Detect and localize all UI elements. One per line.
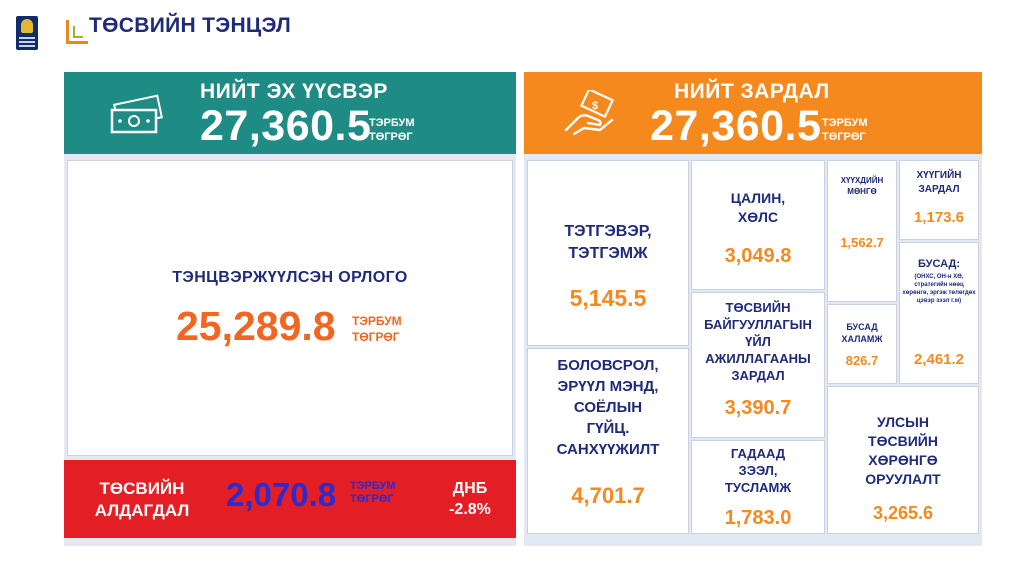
tile-label: ТӨСВИЙН БАЙГУУЛЛАГЫН ҮЙЛ АЖИЛЛАГААНЫ ЗАР… bbox=[692, 299, 824, 384]
tile-education-health: БОЛОВСРОЛ, ЭРҮҮЛ МЭНД, СОЁЛЫН ГҮЙЦ. САНХ… bbox=[527, 348, 689, 534]
tile-label-line: ТӨСВИЙН bbox=[868, 433, 938, 449]
tile-label: ГАДААД ЗЭЭЛ, ТУСЛАМЖ bbox=[692, 445, 824, 496]
tile-label: БОЛОВСРОЛ, ЭРҮҮЛ МЭНД, СОЁЛЫН ГҮЙЦ. САНХ… bbox=[528, 355, 688, 460]
balanced-revenue-value: 25,289.8 bbox=[176, 303, 336, 349]
tile-label-line: ЗАРДАЛ bbox=[731, 368, 785, 383]
tile-interest: ХҮҮГИЙН ЗАРДАЛ 1,173.6 bbox=[899, 160, 979, 240]
tile-label: ХҮҮХДИЙН МӨНГӨ bbox=[828, 175, 896, 197]
total-expense-label: НИЙТ ЗАРДАЛ bbox=[674, 80, 830, 103]
unit-line: ТЭРБУМ bbox=[352, 314, 402, 328]
tile-label-line: ХӨРӨНГӨ bbox=[868, 452, 938, 468]
tile-label: ЦАЛИН, ХӨЛС bbox=[692, 189, 824, 227]
balanced-revenue-unit: ТЭРБУМ ТӨГРӨГ bbox=[352, 313, 402, 345]
tile-label-line: САНХҮҮЖИЛТ bbox=[556, 441, 660, 458]
total-revenue-unit: ТЭРБУМ ТӨГРӨГ bbox=[369, 116, 415, 144]
tile-label-line: ЭРҮҮЛ МЭНД, bbox=[557, 378, 659, 395]
unit-line: ТЭРБУМ bbox=[822, 117, 868, 129]
total-expense-unit: ТЭРБУМ ТӨГРӨГ bbox=[822, 116, 868, 144]
tile-label-line: ГАДААД bbox=[730, 446, 786, 461]
deficit-unit: ТЭРБУМ ТӨГРӨГ bbox=[350, 480, 396, 506]
tile-label-line: ЗАРДАЛ bbox=[918, 184, 960, 195]
tile-operations: ТӨСВИЙН БАЙГУУЛЛАГЫН ҮЙЛ АЖИЛЛАГААНЫ ЗАР… bbox=[691, 292, 825, 438]
tile-label-line: ЗЭЭЛ, bbox=[738, 463, 778, 478]
money-bills-icon bbox=[110, 94, 163, 134]
tile-label-line: ХӨЛС bbox=[737, 209, 779, 225]
tile-value: 826.7 bbox=[845, 353, 879, 368]
tile-label: УЛСЫН ТӨСВИЙН ХӨРӨНГӨ ОРУУЛАЛТ bbox=[828, 413, 978, 489]
tile-foreign-loans: ГАДААД ЗЭЭЛ, ТУСЛАМЖ 1,783.0 bbox=[691, 440, 825, 534]
tile-label-line: ХАЛАМЖ bbox=[841, 334, 883, 344]
tile-label-line: УЛСЫН bbox=[877, 414, 929, 430]
tile-label: ХҮҮГИЙН ЗАРДАЛ bbox=[900, 169, 978, 197]
tile-value: 4,701.7 bbox=[571, 483, 645, 508]
tile-value: 5,145.5 bbox=[569, 285, 647, 311]
tile-other: БУСАД: (ОНХС, ОН-н ХӨ, стратегийн нөөц х… bbox=[899, 242, 979, 384]
tile-label-line: ТӨСВИЙН bbox=[725, 300, 791, 315]
tile-pension: ТЭТГЭВЭР, ТЭТГЭМЖ 5,145.5 bbox=[527, 160, 689, 346]
tile-label-line: ГҮЙЦ. bbox=[586, 420, 630, 437]
tile-other-welfare: БУСАД ХАЛАМЖ 826.7 bbox=[827, 304, 897, 384]
total-revenue-value: 27,360.5 bbox=[200, 102, 372, 150]
tile-label-line: ТЭТГЭМЖ bbox=[568, 245, 648, 262]
tile-value: 1,562.7 bbox=[840, 235, 884, 250]
deficit-gdp-ratio: ДНБ -2.8% bbox=[442, 478, 498, 520]
deficit-label-line: ТӨСВИЙН bbox=[99, 479, 185, 498]
unit-line: ТЭРБУМ bbox=[369, 117, 415, 129]
deficit-label: ТӨСВИЙН АЛДАГДАЛ bbox=[82, 478, 202, 522]
title-accent-icon bbox=[66, 20, 88, 44]
tile-label-line: БАЙГУУЛЛАГЫН bbox=[704, 317, 812, 332]
tile-label-line: ХҮҮГИЙН bbox=[916, 170, 962, 181]
tile-label-line: ХҮҮХДИЙН bbox=[840, 176, 884, 185]
tile-note: (ОНХС, ОН-н ХӨ, стратегийн нөөц хөрөнгө,… bbox=[902, 274, 976, 304]
tile-label: ТЭТГЭВЭР, ТЭТГЭМЖ bbox=[528, 221, 688, 265]
unit-line: ТӨГРӨГ bbox=[369, 131, 413, 143]
total-expense-header: $ НИЙТ ЗАРДАЛ 27,360.5 ТЭРБУМ ТӨГРӨГ bbox=[524, 72, 982, 154]
tile-value: 3,049.8 bbox=[724, 245, 792, 267]
tile-label-line: МӨНГӨ bbox=[847, 187, 877, 196]
gdp-value: -2.8% bbox=[449, 501, 491, 518]
mongolia-emblem-icon bbox=[16, 16, 38, 50]
tile-label-line: ТЭТГЭВЭР, bbox=[564, 223, 652, 240]
tile-value: 2,461.2 bbox=[913, 351, 965, 368]
hand-paying-money-icon: $ bbox=[564, 90, 615, 136]
total-expense-value: 27,360.5 bbox=[650, 102, 822, 150]
deficit-value: 2,070.8 bbox=[226, 476, 337, 513]
tile-label-line: БУСАД bbox=[846, 322, 878, 332]
budget-deficit-card: ТӨСВИЙН АЛДАГДАЛ 2,070.8 ТЭРБУМ ТӨГРӨГ Д… bbox=[64, 460, 516, 538]
page-title: ТӨСВИЙН ТЭНЦЭЛ bbox=[89, 14, 292, 37]
balanced-revenue-card: ТЭНЦВЭРЖҮҮЛСЭН ОРЛОГО 25,289.8 ТЭРБУМ ТӨ… bbox=[67, 160, 513, 456]
tile-value: 1,173.6 bbox=[913, 209, 965, 226]
unit-line: ТӨГРӨГ bbox=[352, 330, 400, 344]
tile-label-line: ТУСЛАМЖ bbox=[724, 480, 792, 495]
total-revenue-label: НИЙТ ЭХ ҮҮСВЭР bbox=[200, 80, 388, 103]
unit-line: ТӨГРӨГ bbox=[350, 493, 394, 505]
tile-label: БУСАД: bbox=[918, 258, 960, 270]
tile-label-line: БОЛОВСРОЛ, bbox=[557, 357, 659, 374]
tile-label-line: ОРУУЛАЛТ bbox=[865, 471, 941, 487]
gdp-label: ДНБ bbox=[452, 480, 488, 497]
balanced-revenue-label: ТЭНЦВЭРЖҮҮЛСЭН ОРЛОГО bbox=[172, 269, 408, 286]
deficit-label-line: АЛДАГДАЛ bbox=[94, 501, 190, 520]
tile-salary: ЦАЛИН, ХӨЛС 3,049.8 bbox=[691, 160, 825, 290]
svg-text:$: $ bbox=[592, 100, 598, 112]
tile-value: 1,783.0 bbox=[724, 507, 792, 529]
tile-label-line: АЖИЛЛАГААНЫ bbox=[705, 351, 811, 366]
unit-line: ТЭРБУМ bbox=[350, 480, 396, 492]
tile-label: БУСАД ХАЛАМЖ bbox=[828, 321, 896, 345]
tile-label-line: ЦАЛИН, bbox=[730, 190, 786, 206]
tile-label-line: СОЁЛЫН bbox=[573, 399, 643, 416]
tile-label-line: ҮЙЛ bbox=[745, 334, 771, 349]
tile-value: 3,265.6 bbox=[872, 503, 934, 523]
tile-child-money: ХҮҮХДИЙН МӨНГӨ 1,562.7 bbox=[827, 160, 897, 302]
tile-capital-investment: УЛСЫН ТӨСВИЙН ХӨРӨНГӨ ОРУУЛАЛТ 3,265.6 bbox=[827, 386, 979, 534]
tile-value: 3,390.7 bbox=[724, 397, 792, 419]
unit-line: ТӨГРӨГ bbox=[822, 131, 866, 143]
total-revenue-header: НИЙТ ЭХ ҮҮСВЭР 27,360.5 ТЭРБУМ ТӨГРӨГ bbox=[64, 72, 516, 154]
